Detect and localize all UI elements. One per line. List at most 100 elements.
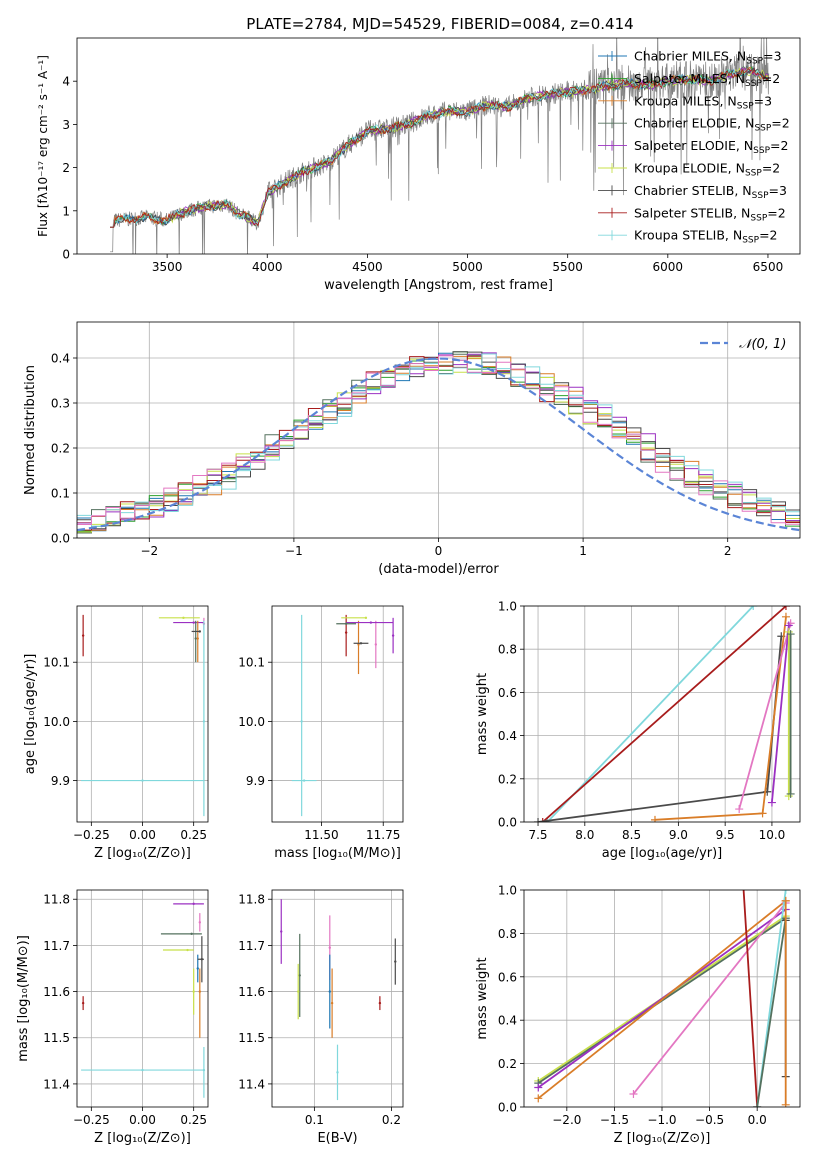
y-tick-label: 0.0: [51, 532, 70, 546]
y-tick-label: 9.9: [246, 774, 265, 788]
legend-label: Kroupa STELIB, NSSP=2: [634, 228, 778, 246]
x-axis-label: (data-model)/error: [378, 562, 499, 577]
y-tick-label: 1: [62, 204, 70, 218]
data-point: [192, 990, 195, 993]
x-axis-label: wavelength [Angstrom, rest frame]: [324, 278, 553, 293]
plus-marker: [543, 818, 552, 822]
axes-mass_vs_Z: −0.25 0.00 0.25 11.4 11.5 11.6 11.7 11.8 Z [log₁…: [16, 889, 209, 1146]
plot-area-mass_vs_ebv: [280, 899, 397, 1101]
axes-frame: [523, 889, 801, 1108]
data-point: [378, 1001, 382, 1005]
y-axis-label: mass [log₁₀(M/M⊙)]: [16, 935, 31, 1062]
y-tick-label: 11.4: [43, 1077, 70, 1091]
x-tick-label: −1.0: [647, 1113, 676, 1127]
mass-weight-line: [537, 900, 787, 1100]
y-tick-label: 0.2: [51, 442, 70, 456]
data-point: [141, 1068, 144, 1072]
mass-weight-line: [771, 625, 790, 803]
plus-marker: [735, 805, 744, 814]
y-tick-label: 11.4: [238, 1077, 265, 1091]
data-point: [141, 779, 144, 782]
legend-label-suffix: =2: [770, 138, 788, 153]
data-point: [394, 960, 397, 963]
x-tick-label: 11.50: [304, 828, 338, 842]
y-axis-label: age [log₁₀(age/yr)]: [23, 654, 38, 775]
x-tick-label: 3500: [152, 260, 183, 274]
mass-weight-line: [632, 902, 787, 1095]
data-point: [280, 930, 283, 933]
y-tick-label: 1.0: [498, 600, 517, 614]
y-tick-label: 0.2: [498, 772, 517, 786]
legend-label-text: Kroupa STELIB, N: [634, 228, 742, 243]
plus-marker: [781, 1100, 790, 1107]
data-point: [344, 631, 348, 634]
x-tick-label: −1: [285, 544, 303, 558]
y-tick-label: 11.5: [43, 1031, 70, 1045]
x-axis-label: mass [log₁₀(M/M⊙)]: [274, 846, 401, 861]
plus-marker: [781, 606, 790, 610]
x-tick-label: 9.0: [669, 828, 688, 842]
legend-label-text: Salpeter STELIB, N: [634, 205, 750, 220]
data-point: [194, 637, 197, 640]
x-tick-label: 5500: [552, 260, 583, 274]
axes-residual_histogram: −2 −1 0 1 2 0.0 0.1 0.2 0.3 0.4 (data-model)/error…: [23, 321, 801, 577]
legend-label-text: Chabrier STELIB, N: [634, 183, 752, 198]
x-tick-label: 6500: [753, 260, 784, 274]
y-tick-label: 11.7: [43, 939, 70, 953]
plus-marker: [758, 809, 767, 818]
legend-label-sub: SSP: [737, 101, 754, 111]
x-tick-label: 6000: [653, 260, 684, 274]
y-axis-label: Normed distribution: [23, 365, 38, 495]
plus-marker: [781, 896, 790, 905]
mass-weight-line: [542, 606, 787, 822]
x-tick-label: −0.25: [73, 1113, 110, 1127]
plus-marker: [534, 1094, 543, 1103]
x-tick-label: 9.5: [716, 828, 735, 842]
data-point: [328, 990, 331, 993]
legend-label-sub: SSP: [752, 191, 769, 201]
data-point: [202, 1068, 206, 1072]
plus-marker: [781, 612, 790, 621]
x-tick-label: 0.25: [180, 1113, 207, 1127]
y-tick-label: 11.5: [238, 1031, 265, 1045]
x-axis-label: Z [log₁₀(Z/Z⊙)]: [94, 846, 191, 861]
plus-marker: [538, 818, 547, 822]
x-tick-label: 10.0: [759, 828, 786, 842]
y-tick-label: 0.8: [498, 927, 517, 941]
plot-area-massweight_vs_Z: [534, 875, 790, 1107]
legend-label: Salpeter STELIB, NSSP=2: [634, 205, 786, 223]
x-tick-label: 7.5: [528, 828, 547, 842]
legend-label-suffix: =2: [771, 116, 789, 131]
y-axis-label: Flux [fλ10⁻¹⁷ erg cm⁻² s⁻¹ A⁻¹]: [36, 55, 50, 237]
legend-label: Kroupa ELODIE, NSSP=2: [634, 161, 780, 179]
plus-marker: [534, 818, 543, 822]
axes-age_vs_mass: 11.50 11.75 9.9 10.0 10.1 mass [log₁₀(M/M⊙)]: [238, 605, 404, 861]
data-point: [190, 932, 193, 936]
plot-area-massweight_vs_age: [534, 606, 795, 822]
y-tick-label: 0.1: [51, 487, 70, 501]
legend-label-sub: SSP: [750, 213, 767, 223]
axes-frame: [523, 605, 801, 823]
data-point: [196, 637, 199, 640]
y-tick-label: 10.0: [238, 715, 265, 729]
legend-label-text: Kroupa MILES, N: [634, 93, 737, 108]
mass-weight-line: [546, 606, 754, 822]
legend-label-suffix: =3: [763, 49, 781, 64]
model-line-salpeter-stelib: [110, 67, 769, 228]
x-tick-label: 0.2: [382, 1113, 401, 1127]
axes-frame: [76, 37, 801, 255]
legend-label-suffix: =3: [754, 93, 772, 108]
plot-area-spectrum: [110, 38, 770, 254]
mass-weight-line: [654, 616, 787, 821]
plus-marker: [739, 875, 747, 883]
y-tick-label: 0.3: [51, 397, 70, 411]
legend-label-suffix: =2: [762, 161, 780, 176]
plot-area-mass_vs_Z: [81, 902, 206, 1098]
legend-label-suffix: =2: [759, 228, 777, 243]
plus-marker: [781, 890, 790, 894]
axes-spectrum: 3500 4000 4500 5000 5500 6000 6500 0 1 2 3 4 wavelen…: [36, 37, 801, 293]
model-line-kroupa-stelib: [110, 68, 769, 228]
data-point: [200, 958, 204, 961]
y-tick-label: 0.4: [498, 1014, 517, 1028]
